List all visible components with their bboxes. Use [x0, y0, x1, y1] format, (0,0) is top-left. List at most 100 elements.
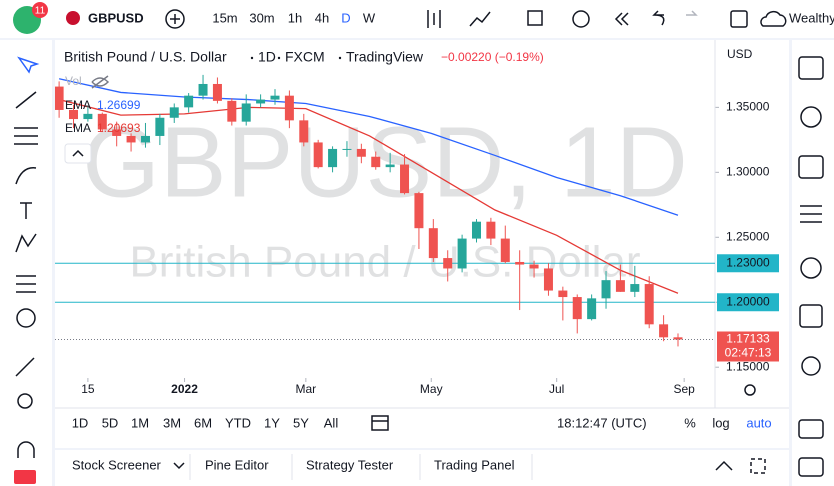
interval[interactable]: W [363, 10, 376, 25]
collapse-legend[interactable] [64, 143, 92, 164]
tab[interactable]: Strategy Tester [306, 457, 394, 472]
scale-option[interactable]: % [684, 415, 696, 430]
ema-legend-name[interactable]: EMA [65, 121, 91, 135]
add-symbol[interactable] [165, 9, 185, 29]
x-tick-label: 2022 [171, 382, 198, 396]
currency[interactable]: USD [727, 47, 753, 61]
candle-body [256, 99, 266, 104]
interval[interactable]: D [341, 10, 350, 25]
alerts[interactable] [800, 106, 822, 128]
account[interactable]: Wealthy [789, 10, 834, 25]
watchlist[interactable] [798, 56, 824, 80]
y-tick-label: 1.35000 [726, 100, 770, 114]
candle-body [443, 258, 453, 269]
candle-body [558, 290, 568, 298]
help[interactable] [801, 356, 821, 376]
measure-tool[interactable] [16, 275, 36, 293]
chart-type[interactable] [427, 10, 441, 28]
range-button[interactable]: 3M [163, 415, 181, 430]
candle-body [630, 284, 640, 292]
pattern-tool[interactable] [15, 233, 37, 253]
undo[interactable] [652, 10, 665, 26]
chat[interactable] [798, 419, 824, 439]
y-tick-label: 1.30000 [726, 164, 770, 178]
fib-tool[interactable] [14, 127, 38, 145]
messages[interactable] [798, 457, 824, 477]
legend-exchange: FXCM [285, 49, 325, 65]
separator-dot [338, 56, 342, 60]
collapse[interactable] [715, 460, 733, 471]
cloud[interactable] [760, 11, 787, 27]
interval[interactable]: 1h [288, 10, 302, 25]
news[interactable] [798, 155, 824, 179]
ruler-tool[interactable] [15, 357, 35, 377]
layouts[interactable] [527, 10, 543, 26]
cursor-tool[interactable] [17, 56, 40, 74]
ideas[interactable] [800, 205, 822, 223]
scale-option[interactable]: log [712, 415, 729, 430]
range-button[interactable]: YTD [225, 415, 251, 430]
magnet-tool[interactable] [17, 441, 35, 458]
tab[interactable]: Trading Panel [434, 457, 515, 472]
tab[interactable]: Pine Editor [205, 457, 269, 472]
widget-bar [798, 56, 824, 477]
drawing-tools [14, 56, 40, 484]
range-button[interactable]: 1D [72, 415, 89, 430]
interval[interactable]: 4h [315, 10, 329, 25]
collapse-arrow [72, 149, 84, 157]
x-tick-label: Sep [673, 382, 695, 396]
trash-tool[interactable] [14, 470, 36, 484]
brush-tool[interactable] [15, 167, 37, 185]
ema-legend-name[interactable]: EMA [65, 98, 91, 112]
emoji-tool[interactable] [16, 308, 36, 328]
range-button[interactable]: 6M [194, 415, 212, 430]
indicators[interactable] [469, 11, 491, 27]
candle-body [227, 100, 237, 122]
calendar[interactable] [799, 304, 823, 328]
candle-body [328, 148, 338, 168]
badge [32, 2, 48, 18]
range-button[interactable]: 1Y [264, 415, 280, 430]
fullscreen[interactable] [730, 10, 748, 28]
tab[interactable]: Stock Screener [72, 457, 162, 472]
legend-source: TradingView [346, 49, 424, 65]
text-tool[interactable] [20, 202, 32, 219]
trendline-tool[interactable] [15, 91, 37, 109]
zoom-tool[interactable] [17, 393, 33, 409]
replay[interactable] [614, 12, 629, 26]
candle-body [198, 83, 208, 96]
candle-body [471, 221, 481, 239]
hotlist[interactable] [800, 257, 822, 279]
range-button[interactable]: 5Y [293, 415, 309, 430]
x-tick-label: May [420, 382, 443, 396]
interval[interactable]: 30m [249, 10, 274, 25]
range-button[interactable]: All [324, 415, 339, 430]
candle-body [97, 113, 107, 130]
horizontal-line-tag [717, 254, 779, 273]
candle-body [515, 261, 525, 265]
range-button[interactable]: 1M [131, 415, 149, 430]
volume-legend[interactable]: Vol [65, 74, 82, 88]
candle-body [69, 109, 79, 120]
candle-body [270, 95, 280, 100]
candle-body [155, 117, 165, 136]
alert[interactable] [572, 10, 590, 28]
maximize[interactable] [750, 458, 766, 474]
scale-option[interactable]: auto [746, 415, 771, 430]
candle-body [673, 337, 683, 340]
date-range-icon[interactable] [371, 415, 389, 431]
ema-line [58, 78, 679, 216]
separator-dot [250, 56, 254, 60]
symbol[interactable]: GBPUSD [88, 10, 144, 25]
interval[interactable]: 15m [212, 10, 237, 25]
redo[interactable] [686, 10, 698, 16]
settings[interactable] [744, 384, 756, 396]
candle-body [140, 135, 150, 143]
candle-body [659, 324, 669, 338]
candle-body [284, 95, 294, 121]
legend-interval: 1D [258, 49, 276, 65]
candle-body [543, 268, 553, 291]
candle-body [126, 135, 136, 143]
range-button[interactable]: 5D [102, 415, 119, 430]
